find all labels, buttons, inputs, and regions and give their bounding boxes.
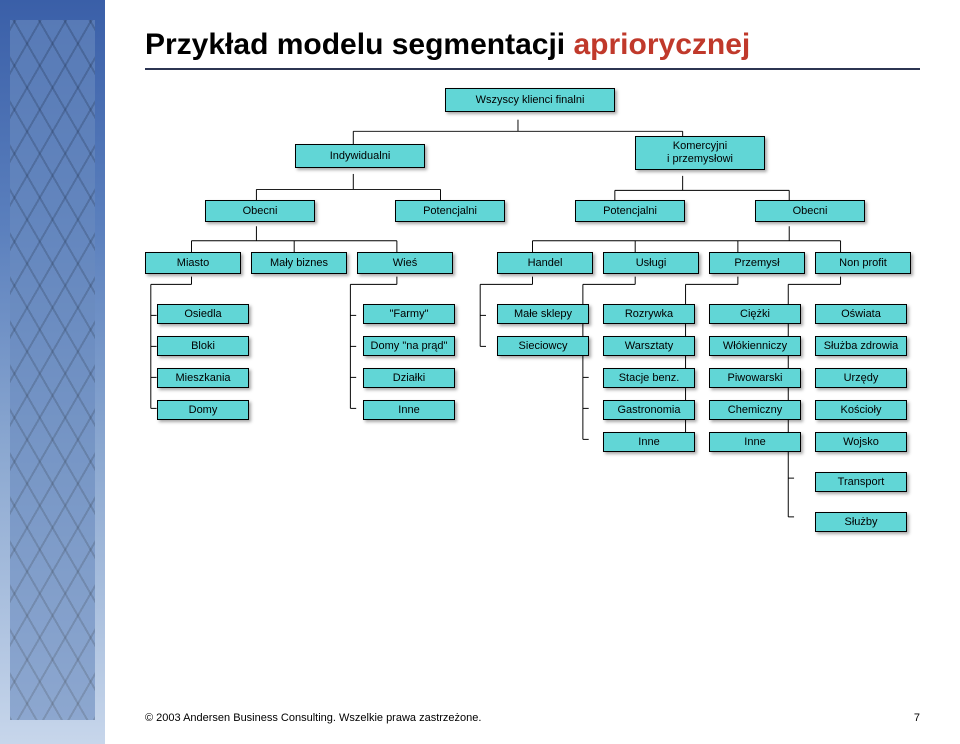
title-underline	[145, 68, 920, 70]
node-nonpr: Non profit	[815, 252, 911, 274]
page-title: Przykład modelu segmentacji apriorycznej	[145, 28, 920, 62]
node-warsz: Warsztaty	[603, 336, 695, 356]
node-potenc2: Potencjalni	[575, 200, 685, 222]
node-bloki: Bloki	[157, 336, 249, 356]
node-sluzbaz: Służba zdrowia	[815, 336, 907, 356]
node-stacje: Stacje benz.	[603, 368, 695, 388]
slide-content: Przykład modelu segmentacji apriorycznej…	[105, 0, 960, 744]
node-osiedla: Osiedla	[157, 304, 249, 324]
node-oswiata: Oświata	[815, 304, 907, 324]
title-main: Przykład modelu segmentacji	[145, 28, 573, 61]
node-inne2: Inne	[603, 432, 695, 452]
title-highlight: apriorycznej	[573, 28, 750, 61]
node-gastro: Gastronomia	[603, 400, 695, 420]
node-potenc1: Potencjalni	[395, 200, 505, 222]
org-chart: Wszyscy klienci finalni Indywidualni Komer…	[145, 88, 920, 628]
node-chem: Chemiczny	[709, 400, 801, 420]
node-rozryw: Rozrywka	[603, 304, 695, 324]
node-przem: Przemysł	[709, 252, 805, 274]
node-inne3: Inne	[709, 432, 801, 452]
node-domy: Domy	[157, 400, 249, 420]
node-root: Wszyscy klienci finalni	[445, 88, 615, 112]
node-inne1: Inne	[363, 400, 455, 420]
node-malyb: Mały biznes	[251, 252, 347, 274]
node-farmy: "Farmy"	[363, 304, 455, 324]
node-obecni2: Obecni	[755, 200, 865, 222]
connector-lines	[145, 88, 920, 628]
node-transp: Transport	[815, 472, 907, 492]
node-wies: Wieś	[357, 252, 453, 274]
page-number: 7	[914, 712, 920, 724]
node-wlok: Włókienniczy	[709, 336, 801, 356]
footer: © 2003 Andersen Business Consulting. Wsz…	[145, 712, 920, 724]
node-miasto: Miasto	[145, 252, 241, 274]
node-sieci: Sieciowcy	[497, 336, 589, 356]
node-dzialki: Działki	[363, 368, 455, 388]
node-obecni1: Obecni	[205, 200, 315, 222]
node-handel: Handel	[497, 252, 593, 274]
node-ciezki: Ciężki	[709, 304, 801, 324]
node-indiv: Indywidualni	[295, 144, 425, 168]
node-uslugi: Usługi	[603, 252, 699, 274]
node-urzedy: Urzędy	[815, 368, 907, 388]
node-miesz: Mieszkania	[157, 368, 249, 388]
node-domyp: Domy "na prąd"	[363, 336, 455, 356]
tower-graphic	[10, 20, 95, 720]
node-piwow: Piwowarski	[709, 368, 801, 388]
copyright: © 2003 Andersen Business Consulting. Wsz…	[145, 712, 481, 724]
node-sluzby: Służby	[815, 512, 907, 532]
node-msklep: Małe sklepy	[497, 304, 589, 324]
node-wojsko: Wojsko	[815, 432, 907, 452]
decorative-sidebar	[0, 0, 105, 744]
node-komer: Komercyjnii przemysłowi	[635, 136, 765, 170]
node-koscioly: Kościoły	[815, 400, 907, 420]
